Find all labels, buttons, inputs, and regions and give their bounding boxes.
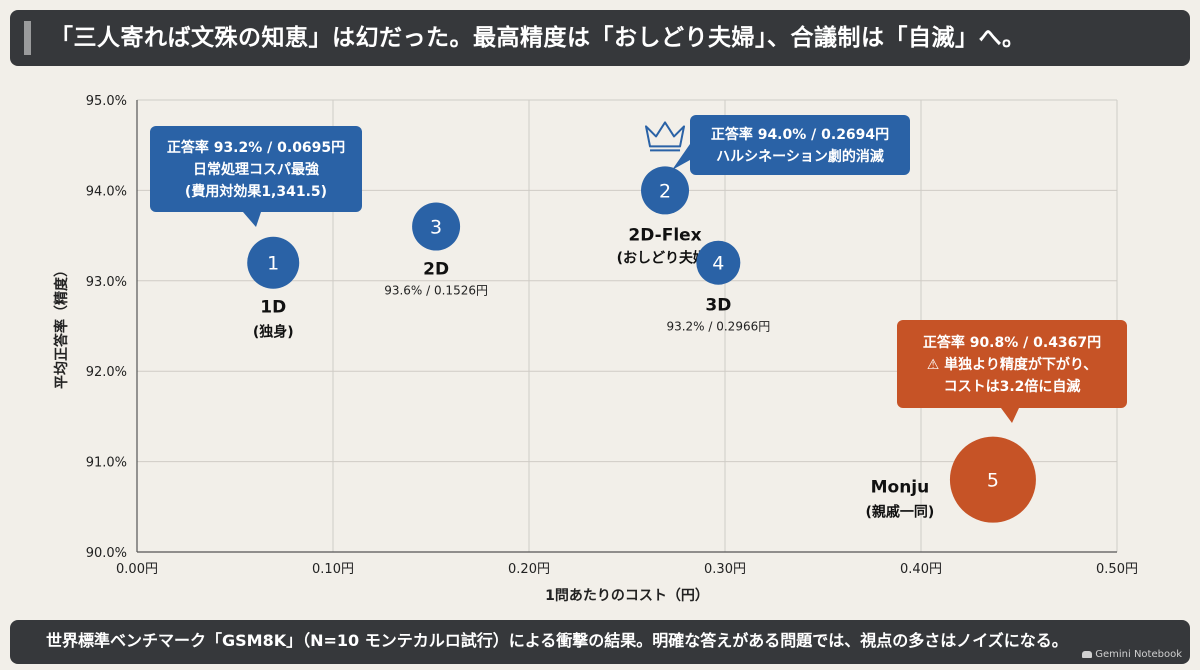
callout-pointer xyxy=(1001,408,1019,423)
crown-outline xyxy=(645,121,686,148)
callout-box xyxy=(897,320,1127,408)
data-point-4: 4 3D 93.2% / 0.2966円 xyxy=(666,240,770,334)
footer-banner: 世界標準ベンチマーク「GSM8K」（N=10 モンテカルロ試行）による衝撃の結果… xyxy=(10,620,1190,664)
point-marker xyxy=(247,236,300,289)
point-value-label: 93.6% / 0.1526円 xyxy=(384,284,488,298)
point-number: 3 xyxy=(430,217,442,239)
data-point-5: 5 Monju (親戚一同) xyxy=(866,436,1036,523)
page-title: 「三人寄れば文殊の知恵」は幻だった。最高精度は「おしどり夫婦」、合議制は「自滅」… xyxy=(50,25,1026,51)
data-point-1: 1 1D (独身) xyxy=(247,236,300,341)
callout-line: 日常処理コスパ最強 xyxy=(193,161,319,178)
point-name: 2D xyxy=(423,260,449,280)
y-tick-label: 91.0% xyxy=(86,456,127,471)
point-marker xyxy=(412,202,461,251)
callout-line: 正答率 94.0% / 0.2694円 xyxy=(711,126,889,143)
point-value-label: 93.2% / 0.2966円 xyxy=(666,320,770,334)
point-subtitle: (親戚一同) xyxy=(866,504,935,521)
callout-line: コストは3.2倍に自滅 xyxy=(944,378,1081,395)
x-tick-label: 0.30円 xyxy=(704,562,746,577)
y-tick-label: 92.0% xyxy=(86,365,127,380)
point-name: 3D xyxy=(705,296,731,316)
callout-point-5: 正答率 90.8% / 0.4367円 ⚠ 単独より精度が下がり、コストは3.2倍… xyxy=(897,320,1127,423)
point-name: Monju xyxy=(871,478,930,498)
footer-caption: 世界標準ベンチマーク「GSM8K」（N=10 モンテカルロ試行）による衝撃の結果… xyxy=(46,631,1068,650)
point-number: 4 xyxy=(712,253,724,275)
chart-points: 1 1D (独身) 2 2D-Flex (おしどり夫婦) 3 2D 93.6% / 0.1526… xyxy=(247,121,1036,523)
point-number: 2 xyxy=(659,180,671,202)
callout-box xyxy=(690,115,910,175)
point-name: 2D-Flex xyxy=(628,225,701,245)
point-subtitle: (独身) xyxy=(253,324,294,341)
point-number: 1 xyxy=(267,253,279,275)
callout-line: ⚠ 単独より精度が下がり、 xyxy=(927,356,1098,373)
x-tick-label: 0.00円 xyxy=(116,562,158,577)
callout-pointer xyxy=(672,144,690,170)
callout-line: 正答率 93.2% / 0.0695円 xyxy=(167,139,345,156)
notebook-icon xyxy=(1082,651,1093,658)
point-marker xyxy=(696,240,741,285)
callout-line: ハルシネーション劇的消滅 xyxy=(716,148,884,165)
header-banner: 「三人寄れば文殊の知恵」は幻だった。最高精度は「おしどり夫婦」、合議制は「自滅」… xyxy=(10,10,1190,66)
x-tick-label: 0.10円 xyxy=(312,562,354,577)
point-number: 5 xyxy=(987,470,999,492)
chart-ticks: 0.00円 0.10円 0.20円 0.30円 0.40円 0.50円 90.0% 91.0%… xyxy=(86,94,1138,577)
x-axis-label: 1問あたりのコスト（円） xyxy=(545,588,709,604)
y-tick-label: 93.0% xyxy=(86,275,127,290)
x-tick-label: 0.40円 xyxy=(900,562,942,577)
crown-icon xyxy=(645,121,686,152)
scatter-chart: 0.00円 0.10円 0.20円 0.30円 0.40円 0.50円 90.0% 91.0%… xyxy=(53,94,1138,604)
data-point-3: 3 2D 93.6% / 0.1526円 xyxy=(384,202,488,298)
data-point-2: 2 2D-Flex (おしどり夫婦) xyxy=(617,121,714,266)
callout-box xyxy=(150,126,362,212)
point-marker xyxy=(641,166,690,215)
point-subtitle: (おしどり夫婦) xyxy=(617,249,714,266)
x-tick-label: 0.50円 xyxy=(1096,562,1138,577)
point-name: 1D xyxy=(260,298,286,318)
callout-line: 正答率 90.8% / 0.4367円 xyxy=(923,334,1101,351)
y-axis-label: 平均正答率（精度） xyxy=(53,263,70,389)
x-tick-label: 0.20円 xyxy=(508,562,550,577)
point-marker xyxy=(949,436,1036,523)
callout-line: (費用対効果1,341.5) xyxy=(185,183,327,200)
header-accent-bar xyxy=(24,21,31,55)
watermark: Gemini Notebook xyxy=(1082,649,1182,660)
y-tick-label: 94.0% xyxy=(86,184,127,199)
watermark-text: Gemini Notebook xyxy=(1095,649,1182,660)
callout-pointer xyxy=(243,212,261,227)
y-tick-label: 95.0% xyxy=(86,94,127,109)
y-tick-label: 90.0% xyxy=(86,546,127,561)
